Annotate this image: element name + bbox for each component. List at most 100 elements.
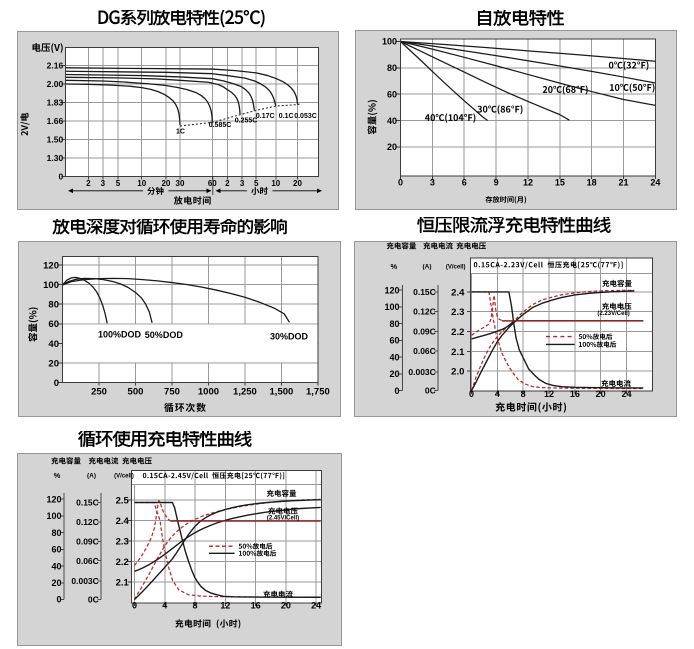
- series 充电容量 50%放电后: [470, 289, 635, 391]
- y-tick-label: 40: [48, 339, 59, 350]
- label: [424, 113, 476, 123]
- label: [20, 112, 30, 136]
- x-tick-label: 30: [176, 179, 185, 188]
- y-tick-label: 2.00: [47, 79, 64, 89]
- series 40℃(104℉): [400, 41, 488, 122]
- y-tick-label: 0: [54, 378, 59, 389]
- x-tick-label: 1,250: [233, 387, 257, 398]
- y-tick-label: 2.4: [451, 287, 465, 298]
- y-tick-label: 1.30: [47, 153, 64, 163]
- time-range-arrows: [68, 186, 322, 195]
- label: [173, 196, 211, 205]
- label: [477, 105, 523, 115]
- x-tick-label: 12: [523, 178, 533, 188]
- y-tick-label: 2.1: [116, 577, 130, 588]
- y-ticks: 2.5 2.4 2.3 2.2 2.1: [116, 496, 132, 588]
- x-tick-label: 500: [128, 387, 144, 398]
- chart-title-text: [77, 429, 252, 448]
- x-tick-label: 24: [621, 389, 631, 399]
- y-tick-label: 120: [43, 260, 59, 271]
- x-tick-label: 20: [293, 179, 302, 188]
- label: [608, 61, 649, 71]
- x-ticks: 0 4 8 12 16 20 24: [469, 389, 632, 399]
- x-tick-label: 2: [225, 179, 230, 188]
- y-tick-label: 60: [387, 89, 397, 99]
- x-tick-label: 20: [596, 389, 606, 399]
- series 0.053C: [65, 67, 299, 105]
- sub-axis-tick-label: 80: [51, 528, 61, 538]
- series-group: [470, 289, 644, 391]
- x-tick-label: 8: [521, 389, 526, 399]
- y-tick-label: 2.2: [451, 327, 464, 338]
- title-glyphs: [416, 215, 611, 234]
- label: [268, 507, 298, 515]
- title-self-discharge: [474, 8, 566, 35]
- legend-label: [579, 341, 617, 348]
- label: 100%DOD: [98, 329, 142, 339]
- range-label: [147, 186, 164, 195]
- plot-border: [62, 255, 319, 384]
- y-tick-label: 100: [43, 280, 59, 291]
- y-tick-label: 1.66: [47, 116, 64, 126]
- y-tick-label: 2.5: [116, 496, 130, 507]
- label: 50%DOD: [145, 330, 184, 340]
- plot-border: [65, 47, 319, 177]
- y-tick-label: 2.16: [47, 61, 64, 71]
- column-header: [386, 242, 417, 250]
- series 充电容量 100%放电后: [470, 290, 635, 391]
- series 0℃(32℉): [400, 40, 656, 62]
- x-tick-label: 4: [162, 601, 167, 611]
- x-ticks: 0 3 6 9 12 15 18 21 24: [398, 176, 660, 188]
- label: [609, 83, 655, 93]
- sub-axis-tick-label: 0.003C: [71, 576, 98, 586]
- plot-area: [470, 258, 653, 391]
- y-tick-label: 2.3: [116, 536, 129, 547]
- x-tick-label: 10: [137, 179, 146, 188]
- y-tick-label: 0: [58, 172, 63, 182]
- label: [266, 489, 297, 497]
- column-header: [423, 242, 453, 250]
- x-ticks: 250 500 750 1000 1,250 1,500 1,750: [91, 382, 330, 398]
- sub-axis-tick-label: 100: [384, 302, 399, 312]
- x-tick-label: 750: [164, 387, 180, 398]
- sub-axis-tick-label: 0C: [88, 595, 99, 605]
- y-tick-label: 100: [382, 37, 397, 47]
- sub-axis-%: 120 100 80 60 40 20 0: [46, 493, 65, 605]
- x-tick-label: 0: [469, 389, 474, 399]
- title-discharge-characteristics: [95, 8, 268, 34]
- sub-axis-tick-label: 60: [389, 336, 399, 346]
- label: [485, 196, 527, 204]
- x-tick-label: 24: [311, 601, 321, 611]
- sub-axis-%: 120 100 80 60 40 20 0: [384, 285, 403, 396]
- legend-label: [578, 333, 613, 340]
- chart-discharge: 2 3 5 10 20 30 60 2 3 5 10 202.162.001.831.661.501.…: [20, 42, 322, 205]
- label: [28, 307, 39, 342]
- sub-axis-tick-label: 0C: [425, 386, 436, 396]
- charge-condition-text: [473, 261, 623, 269]
- series 0.17C: [65, 73, 255, 111]
- label: (2.23V/Cell): [597, 311, 629, 317]
- chart-title-text: [477, 8, 565, 27]
- label: (2.45V/Cell): [267, 515, 299, 521]
- gridlines: [400, 39, 656, 176]
- label: 0.1C: [279, 113, 294, 120]
- y-tick-label: 80: [387, 63, 397, 73]
- chart-title-text: [416, 215, 611, 234]
- x-tick-label: 1,500: [270, 387, 294, 398]
- column-header: [88, 457, 119, 465]
- chart-title-text: [98, 8, 265, 28]
- x-tick-label: 2: [86, 179, 91, 188]
- chart-title-text: [52, 217, 287, 235]
- x-tick-label: 12: [544, 389, 554, 399]
- x-tick-label: 0: [132, 601, 137, 611]
- x-tick-label: 3: [240, 179, 245, 188]
- x-ticks: 2 3 5 10 20 30 60 2 3 5 10 20: [86, 176, 302, 188]
- x-tick-label: 18: [587, 178, 597, 188]
- sub-axis-tick-label: 0.12C: [76, 517, 99, 527]
- column-header: [456, 242, 486, 250]
- y-ticks: 120 100 80 60 40 20 0: [43, 260, 63, 389]
- x-axis-title: [175, 619, 241, 629]
- chart-cycle-charge: 0 4 8 12 16 20 24 2.5 2.4 2.3 2.2 2.1 120 100 80 60 40 20…: [46, 457, 322, 629]
- sub-axis-tick-label: 0.003C: [408, 367, 435, 377]
